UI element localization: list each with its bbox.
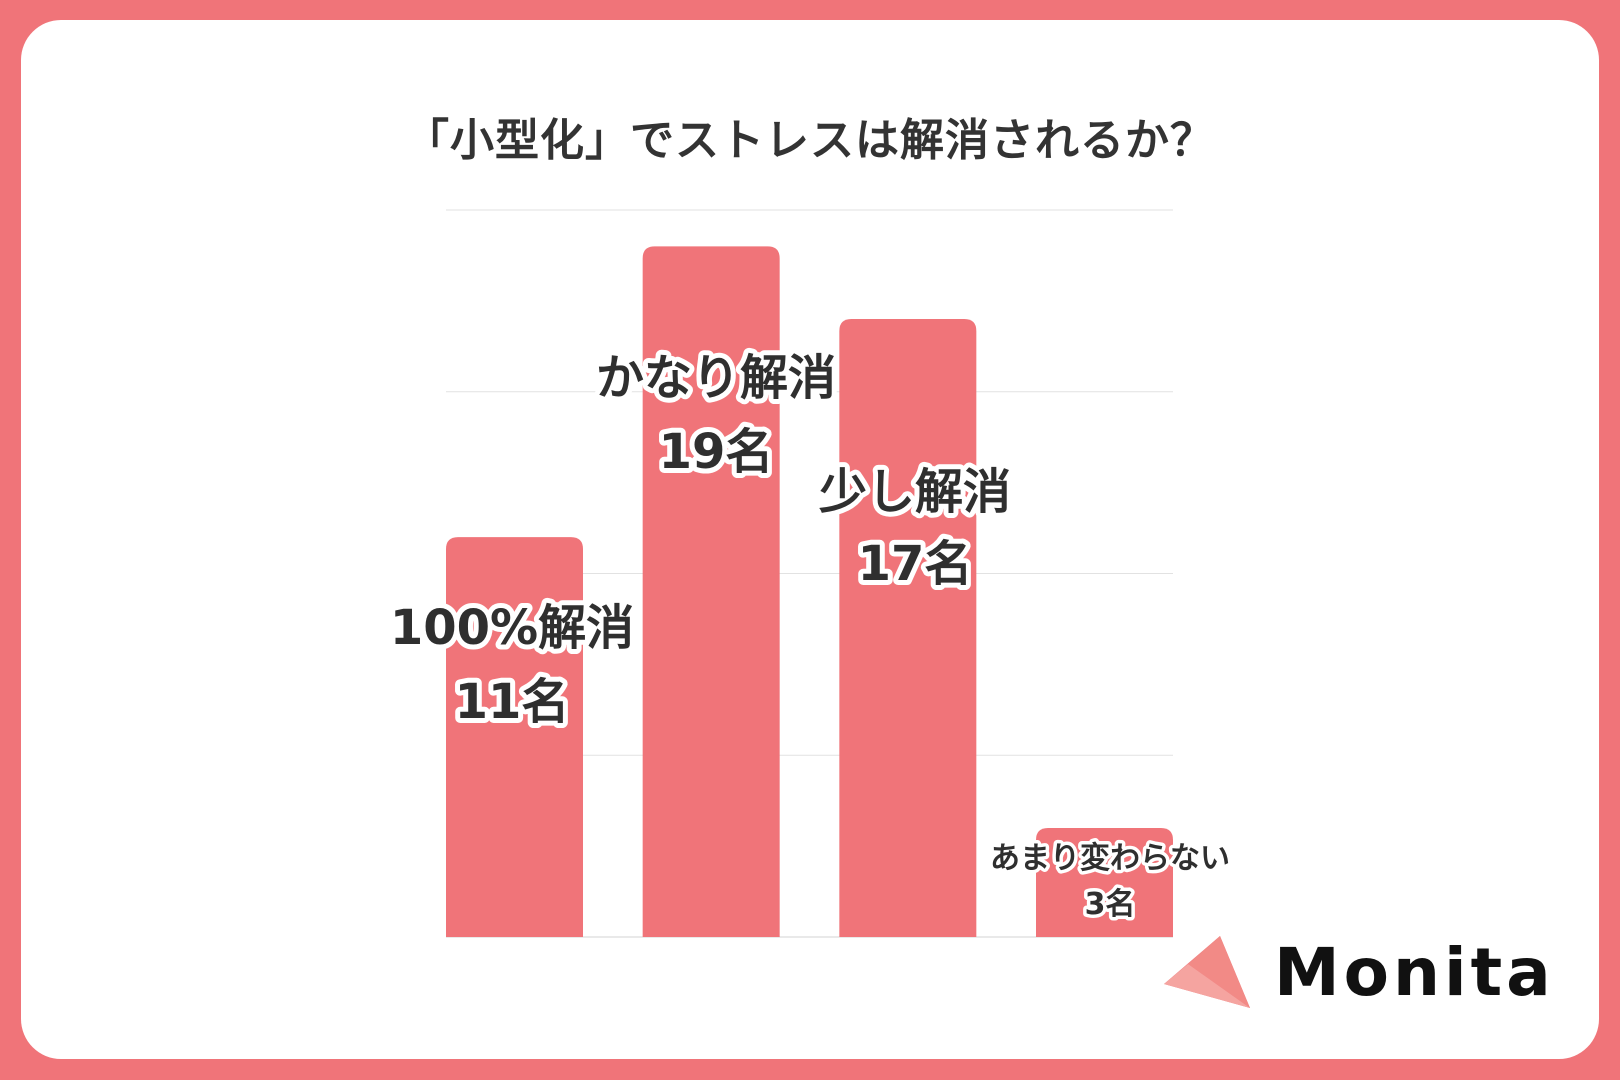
value-label: 11名 [455, 674, 570, 730]
category-label: かなり解消 [596, 350, 836, 406]
bar-1 [446, 537, 583, 937]
chart-card [21, 20, 1599, 1059]
brand-logo: Monita [1158, 932, 1578, 1012]
category-label: 100%解消 [390, 600, 634, 656]
value-label: 19名 [659, 424, 774, 480]
category-label: あまり変わらない [990, 841, 1230, 876]
bar-4 [1036, 827, 1173, 937]
category-label: 少し解消 [819, 464, 1011, 520]
bar-3 [839, 319, 977, 937]
value-label: 17名 [858, 536, 973, 592]
logo-triangle-icon [1164, 936, 1250, 1008]
bar-2 [642, 246, 780, 938]
chart-title: 「小型化」でストレスは解消されるか？ [405, 115, 1215, 166]
brand-name: Monita [1274, 934, 1555, 1011]
value-label: 3名 [1085, 887, 1136, 922]
